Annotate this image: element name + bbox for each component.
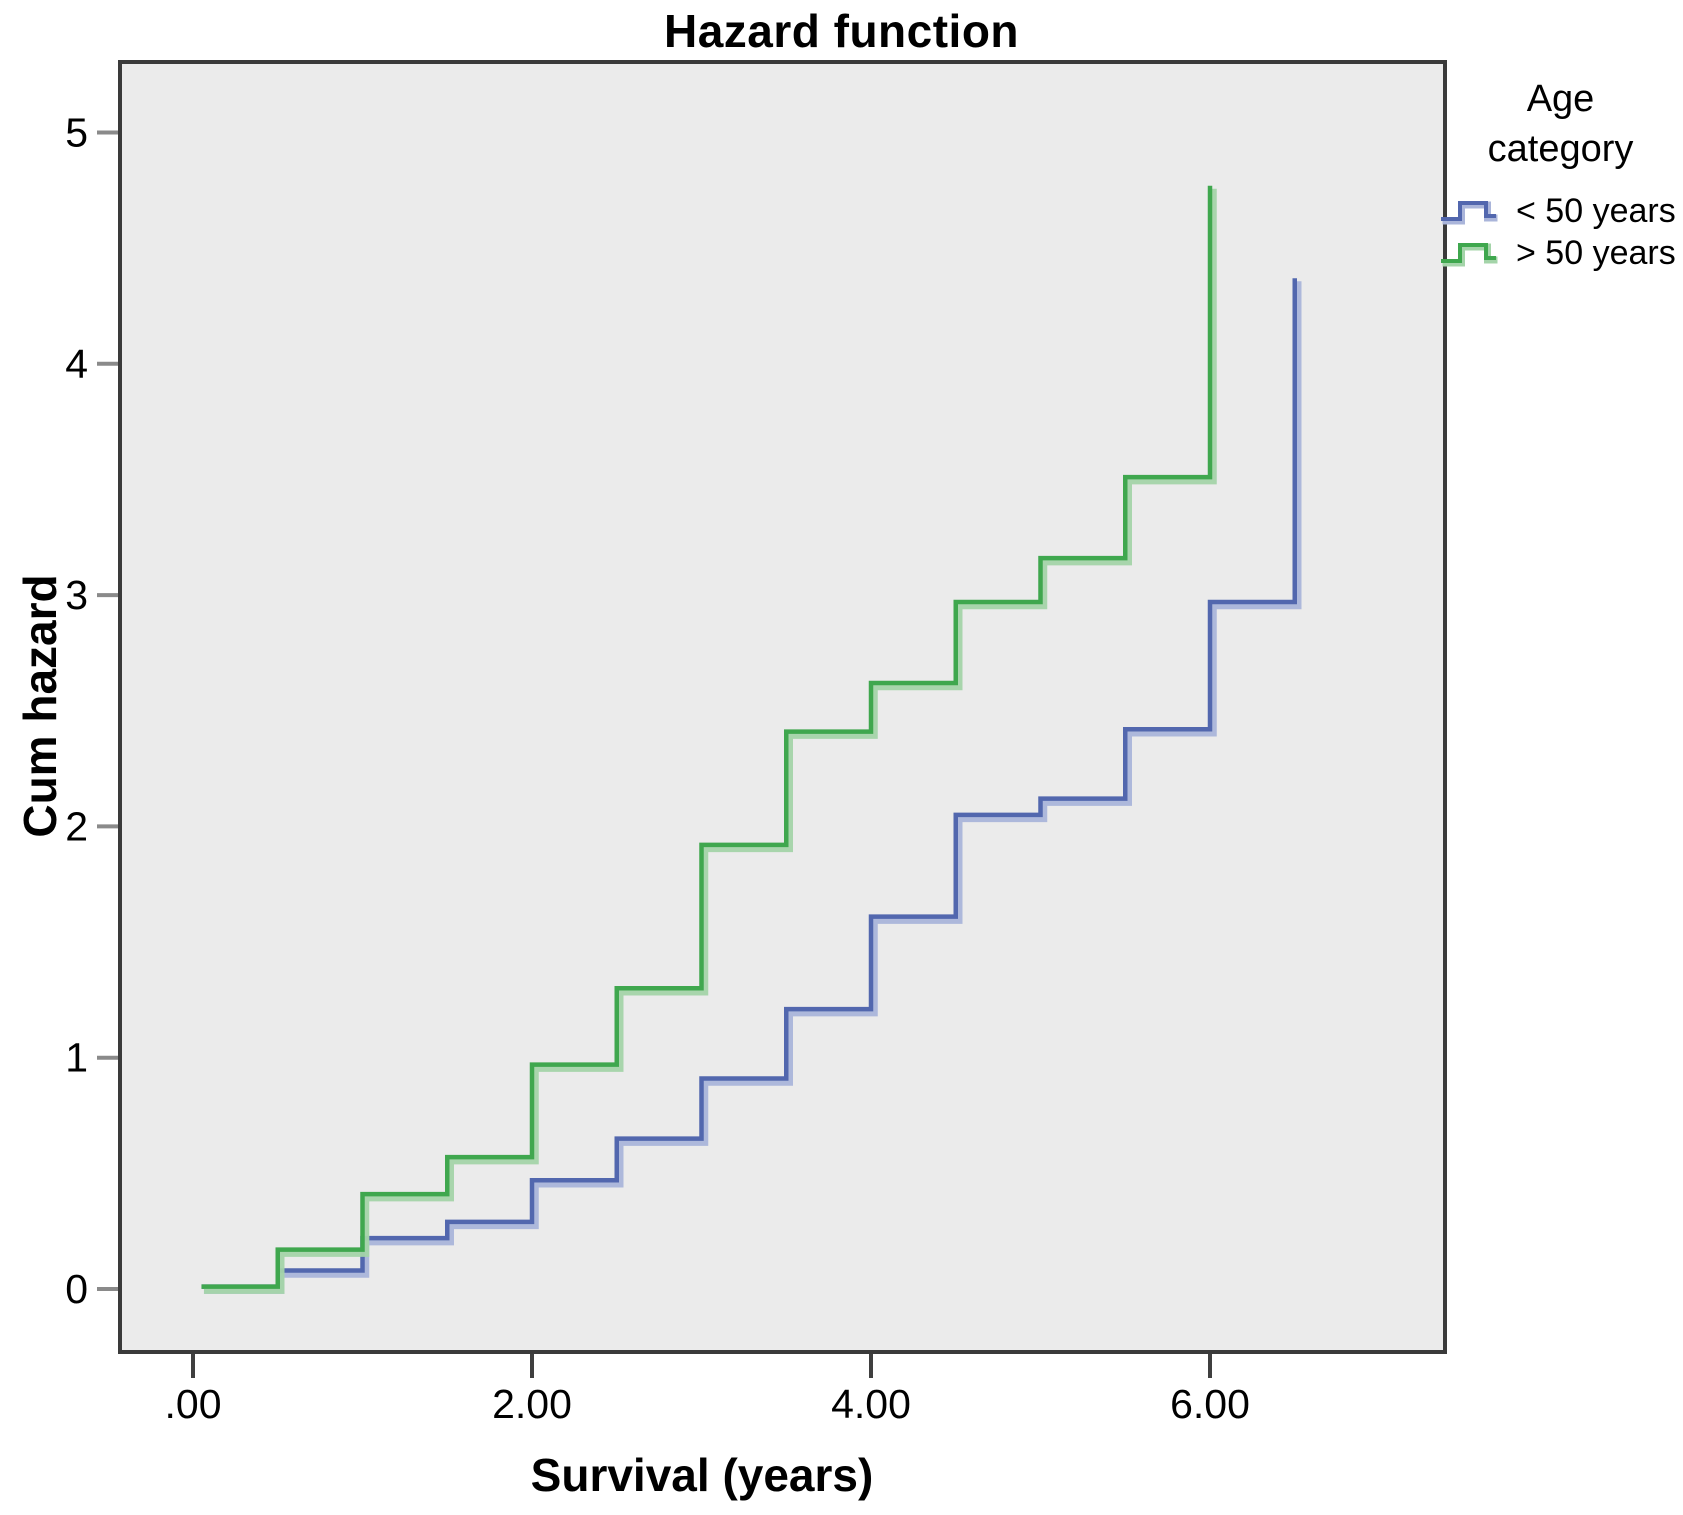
legend-entry-over50: > 50 years xyxy=(1438,232,1683,274)
plot-background xyxy=(120,62,1445,1352)
x-axis-title: Survival (years) xyxy=(530,1449,874,1501)
plot-frame xyxy=(118,60,1447,1354)
legend-title: Age category xyxy=(1487,78,1634,171)
y-tick-label: 1 xyxy=(65,1035,88,1081)
legend: Age category < 50 years > 50 years xyxy=(1438,74,1683,274)
x-tick-label: 6.00 xyxy=(1170,1381,1250,1427)
x-tick-label: .00 xyxy=(165,1381,222,1427)
legend-entries: < 50 years > 50 years xyxy=(1438,190,1683,274)
y-tick-label: 4 xyxy=(65,341,88,387)
y-tick-label: 3 xyxy=(65,572,88,618)
y-tick-label: 2 xyxy=(65,803,88,849)
legend-entry-label: < 50 years xyxy=(1516,191,1676,230)
legend-step-line xyxy=(1441,243,1496,264)
y-tick-label: 5 xyxy=(65,110,88,156)
chart-title: Hazard function xyxy=(663,5,1020,57)
legend-entry-label: > 50 years xyxy=(1516,233,1676,272)
x-tick-label: 2.00 xyxy=(492,1381,572,1427)
series-halo-over50 xyxy=(203,188,1217,1294)
x-tick-label: 4.00 xyxy=(831,1381,911,1427)
series-halo-under50 xyxy=(203,281,1302,1294)
y-tick-label: 0 xyxy=(65,1266,88,1312)
series-line-under50 xyxy=(201,278,1297,1289)
legend-step-line xyxy=(1441,201,1496,222)
series-line-over50 xyxy=(201,185,1213,1289)
legend-step-icon xyxy=(1441,201,1498,225)
legend-entry-under50: < 50 years xyxy=(1438,190,1683,232)
legend-step-icon xyxy=(1441,243,1498,267)
